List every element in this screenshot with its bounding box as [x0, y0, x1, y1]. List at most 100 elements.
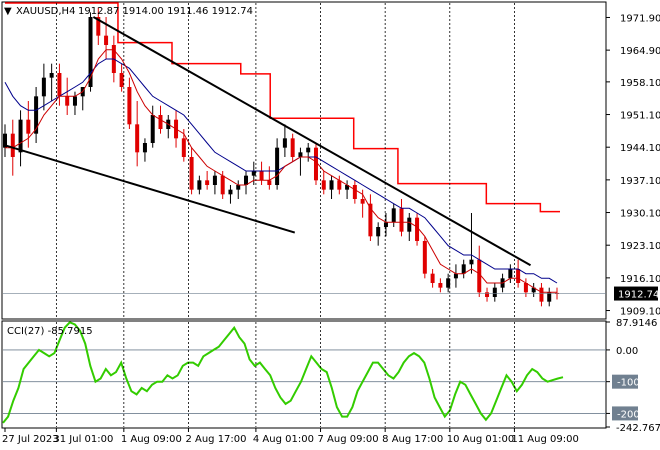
candle-body [391, 208, 396, 223]
candle-body [492, 287, 497, 297]
price-tick-label: 1944.10 [620, 143, 660, 154]
candle-body [135, 124, 140, 153]
candle-body [360, 199, 365, 204]
candle-body [72, 96, 77, 106]
time-label: 8 Aug 17:00 [382, 434, 443, 445]
cci-label: CCI(27) -85.7915 [7, 326, 93, 337]
candle-body [516, 269, 521, 283]
candle-body [197, 180, 202, 190]
candle-body [329, 180, 334, 190]
candle-body [352, 185, 357, 199]
candle-body [259, 171, 264, 181]
candle-body [127, 87, 132, 125]
time-label: 2 Aug 17:00 [185, 434, 246, 445]
price-tick-label: 1916.10 [620, 274, 660, 285]
time-label: 10 Aug 01:00 [447, 434, 514, 445]
candle-body [368, 203, 373, 237]
candle-body [88, 17, 93, 87]
price-tick-label: 1909.10 [620, 307, 660, 318]
time-label: 11 Aug 09:00 [511, 434, 578, 445]
candle-body [531, 287, 536, 293]
candle-body [321, 180, 326, 190]
time-label: 31 Jul 01:00 [53, 434, 113, 445]
candle-body [453, 273, 458, 279]
time-label: 1 Aug 09:00 [121, 434, 182, 445]
candle-body [65, 96, 70, 106]
candle-body [313, 147, 318, 181]
candle-body [508, 269, 513, 279]
candle-body [275, 147, 280, 185]
candle-body [18, 119, 23, 153]
candle-body [485, 292, 490, 297]
candle-body [3, 133, 7, 148]
ma-slow-line [4, 58, 558, 284]
collapse-triangle-icon[interactable]: ▼ [4, 6, 12, 17]
candle-body [461, 264, 466, 274]
candle-body [290, 138, 295, 157]
candle-body [523, 283, 528, 293]
ohlc-readout: 1912.87 1914.00 1911.46 1912.74 [78, 6, 253, 17]
candle-body [539, 287, 544, 302]
symbol-label: XAUUSD,H4 [16, 6, 75, 17]
current-price-box [614, 286, 658, 301]
trendline-upper [92, 16, 532, 267]
candle-body [306, 147, 311, 153]
candle-body [57, 73, 62, 97]
candle-body [345, 185, 350, 190]
candle-body [212, 175, 217, 185]
candle-body [415, 217, 420, 241]
candle-body [205, 180, 210, 185]
candle-body [282, 138, 287, 148]
price-tick-label: 1971.90 [620, 13, 660, 24]
price-tick-label: 1951.10 [620, 111, 660, 122]
candle-body [96, 17, 101, 36]
price-tick-label: 1937.10 [620, 176, 660, 187]
cci-level-box [612, 374, 638, 389]
candle-body [547, 292, 552, 302]
cci-line [2, 321, 564, 424]
candle-body [228, 189, 233, 195]
cci-level-label: -200 [617, 409, 640, 420]
candle-body [469, 259, 474, 265]
candle-body [119, 73, 124, 87]
candle-body [376, 227, 381, 237]
candle-body [251, 171, 256, 176]
candle-body [383, 222, 388, 227]
time-label: 27 Jul 2023 [2, 434, 59, 445]
trendline-lower [4, 144, 296, 234]
price-tick-label: 1958.10 [620, 78, 660, 89]
candle-body [10, 133, 15, 157]
candle-body [337, 180, 342, 190]
candle-body [430, 273, 435, 283]
time-label: 4 Aug 01:00 [253, 434, 314, 445]
cci-layer [2, 321, 606, 424]
price-tick-label: 1930.10 [620, 209, 660, 220]
candle-body [220, 175, 225, 195]
axis-layer: 1971.90 1964.90 1958.10 1951.10 1944.10 1937.… [2, 3, 660, 445]
current-price-label: 1912.74 [618, 290, 659, 301]
candle-body [26, 119, 31, 134]
time-label: 7 Aug 09:00 [318, 434, 379, 445]
price-tick-label: 1964.90 [620, 46, 660, 57]
cci-level-label: -100 [617, 378, 640, 389]
candle-body [41, 77, 46, 97]
candle-body [150, 115, 155, 143]
candle-body [298, 152, 303, 157]
cci-tick-label: 0.00 [616, 346, 638, 357]
candle-body [438, 283, 443, 288]
candle-body [399, 208, 404, 232]
resistance-step-line [5, 2, 560, 213]
cci-tick-label: -242.767 [616, 423, 660, 434]
price-panel-frame [1, 1, 607, 320]
cci-level-box [612, 406, 638, 421]
candle-body [189, 157, 194, 190]
candle-body [181, 138, 186, 157]
candle-body [446, 278, 451, 288]
candle-body [422, 241, 427, 274]
ma-fast-line [5, 49, 557, 293]
candle-body [244, 175, 249, 185]
candle-body [104, 35, 109, 45]
cci-tick-label: 87.9146 [616, 318, 657, 329]
candle-body [49, 73, 54, 78]
